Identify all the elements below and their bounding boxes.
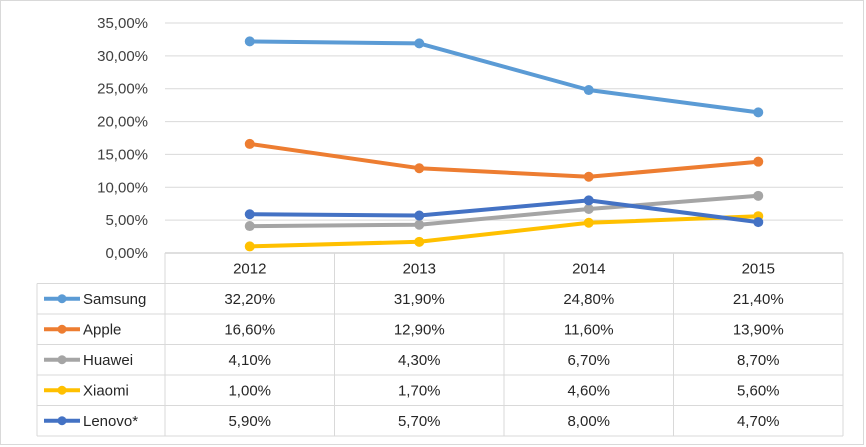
data-cell-value: 4,10% (228, 352, 271, 369)
data-point (244, 36, 255, 47)
data-cell-value: 12,90% (394, 321, 445, 338)
data-cell-value: 16,60% (224, 321, 275, 338)
data-point (753, 217, 764, 228)
legend-series-name: Huawei (83, 352, 133, 369)
y-tick-label: 15,00% (97, 146, 148, 163)
legend-series-name: Apple (83, 321, 121, 338)
series-line-huawei (247, 193, 761, 229)
data-point (414, 219, 425, 230)
data-cell-value: 4,60% (567, 382, 610, 399)
data-cell-value: 24,80% (563, 291, 614, 308)
data-cell-value: 4,70% (737, 413, 780, 430)
x-tick-label: 2015 (742, 260, 775, 277)
data-cell-value: 5,60% (737, 382, 780, 399)
legend-key-marker (57, 324, 67, 334)
data-point (414, 163, 425, 174)
legend-series-name: Samsung (83, 291, 146, 308)
legend-key-marker (57, 385, 67, 395)
legend-series-name: Xiaomi (83, 382, 129, 399)
data-point (244, 241, 255, 252)
y-axis: 0,00% 5,00% 10,00% 15,00% 20,00% 25,00% 30,00%… (97, 15, 148, 262)
legend-key-marker (57, 294, 67, 304)
y-tick-label: 25,00% (97, 81, 148, 98)
y-tick-label: 0,00% (105, 245, 148, 262)
data-cell-value: 8,00% (567, 413, 610, 430)
data-cell-value: 21,40% (733, 291, 784, 308)
data-cell-value: 4,30% (398, 352, 441, 369)
data-point (583, 203, 594, 214)
y-tick-label: 30,00% (97, 48, 148, 65)
data-cell-value: 11,60% (564, 321, 614, 338)
data-point (753, 190, 764, 201)
x-tick-label: 2012 (233, 260, 266, 277)
legend-key-marker (57, 416, 67, 426)
data-point (583, 171, 594, 182)
y-tick-label: 5,00% (105, 212, 148, 229)
series-line-lenovo (247, 198, 761, 225)
data-point (583, 217, 594, 228)
data-cell-value: 32,20% (224, 291, 275, 308)
data-point (583, 85, 594, 96)
data-cell-value: 31,90% (394, 291, 445, 308)
data-point (244, 221, 255, 232)
x-tick-label: 2014 (572, 260, 605, 277)
data-point (414, 210, 425, 221)
data-point (753, 107, 764, 118)
gridlines (165, 22, 843, 221)
data-point (244, 138, 255, 149)
x-tick-label: 2013 (403, 260, 436, 277)
series-line-xiaomi (247, 214, 761, 249)
y-tick-label: 35,00% (97, 15, 148, 32)
data-cell-value: 1,70% (398, 382, 441, 399)
y-tick-label: 10,00% (97, 179, 148, 196)
data-cell-value: 8,70% (737, 352, 780, 369)
data-point (753, 156, 764, 167)
legend-series-name: Lenovo* (83, 413, 138, 430)
data-cell-value: 5,90% (228, 413, 271, 430)
data-table: 2012 2013 2014 2015 Samsung 32,20% 31,90% 24,80… (36, 252, 844, 437)
data-cell-value: 6,70% (567, 352, 610, 369)
data-point (244, 209, 255, 220)
data-cell-value: 5,70% (398, 413, 441, 430)
y-tick-label: 20,00% (97, 114, 148, 131)
data-point (414, 38, 425, 49)
data-point (414, 236, 425, 247)
data-cell-value: 1,00% (228, 382, 271, 399)
legend-key-marker (57, 355, 67, 365)
series-line-samsung (247, 39, 761, 115)
series-line-apple (247, 141, 761, 179)
data-point (583, 195, 594, 206)
data-cell-value: 13,90% (733, 321, 784, 338)
series-lines (244, 36, 764, 252)
